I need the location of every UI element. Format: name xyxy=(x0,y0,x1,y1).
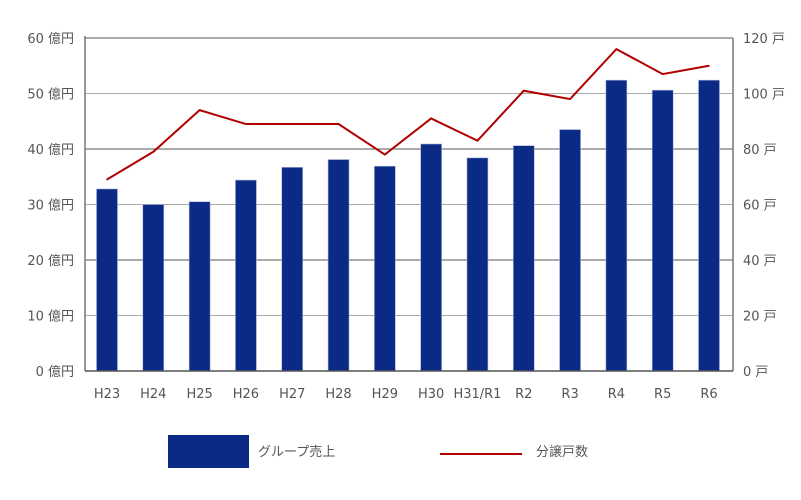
line-point-H29 xyxy=(384,153,386,156)
gridlines xyxy=(85,37,733,372)
right-tick-label: 100 戸 xyxy=(743,88,785,103)
line-point-R4 xyxy=(615,48,618,50)
bar-H23 xyxy=(96,188,118,372)
legend-line-label: 分譲戸数 xyxy=(536,444,588,460)
legend-bar-label: グループ売上 xyxy=(258,444,335,460)
bar-R5 xyxy=(651,89,674,372)
bar-H26 xyxy=(235,179,257,372)
line-point-H28 xyxy=(337,123,340,125)
line-point-H25 xyxy=(198,109,201,111)
left-tick-label: 40 億円 xyxy=(27,142,74,158)
x-tick-label: R6 xyxy=(700,387,717,402)
x-tick-label: R4 xyxy=(608,387,625,402)
bar-H27 xyxy=(281,167,304,372)
axes xyxy=(84,36,734,372)
x-tick-label: H28 xyxy=(325,387,351,402)
x-tick-label: H25 xyxy=(186,387,212,402)
line-point-H26 xyxy=(245,123,247,125)
line-series xyxy=(106,47,710,181)
line-point-R5 xyxy=(661,73,664,75)
left-tick-label: 0 億円 xyxy=(36,364,74,380)
bar-H24 xyxy=(142,204,165,372)
right-tick-label: 0 戸 xyxy=(743,365,768,380)
bar-H31/R1 xyxy=(466,157,489,372)
line-point-R2 xyxy=(522,89,525,92)
right-tick-label: 40 戸 xyxy=(743,254,777,269)
right-tick-label: 20 戸 xyxy=(743,310,777,325)
x-tick-label: H30 xyxy=(418,387,444,402)
right-tick-label: 80 戸 xyxy=(743,143,777,158)
bar-H28 xyxy=(327,159,350,372)
left-axis-labels: 0 億円 10 億円 20 億円 30 億円 40 億円 50 億円 60 億円 xyxy=(27,31,74,380)
line-point-H24 xyxy=(152,150,155,153)
bar-R4 xyxy=(605,79,628,372)
line-point-H31/R1 xyxy=(476,139,479,142)
right-axis-labels: 0 戸 20 戸 40 戸 60 戸 80 戸 100 戸 120 戸 xyxy=(743,32,785,380)
bar-R2 xyxy=(512,145,535,372)
bar-H30 xyxy=(420,143,442,372)
x-tick-label: H27 xyxy=(279,387,305,402)
x-tick-label: R3 xyxy=(561,387,578,402)
x-tick-label: R2 xyxy=(515,387,532,402)
legend-bar-swatch xyxy=(168,435,249,468)
right-tick-label: 120 戸 xyxy=(743,32,785,47)
bar-H25 xyxy=(188,201,211,372)
line-point-R6 xyxy=(708,64,710,67)
x-tick-label: H29 xyxy=(372,387,398,402)
left-tick-label: 20 億円 xyxy=(27,253,74,269)
x-tick-label: R5 xyxy=(654,387,671,402)
left-tick-label: 10 億円 xyxy=(27,309,74,325)
left-tick-label: 50 億円 xyxy=(27,87,74,103)
line-point-H30 xyxy=(430,117,432,120)
line-point-H23 xyxy=(106,178,108,181)
bar-R3 xyxy=(559,129,581,372)
x-tick-label: H23 xyxy=(94,387,120,402)
right-tick-label: 60 戸 xyxy=(743,199,777,214)
bar-series xyxy=(96,79,720,372)
x-tick-label: H26 xyxy=(233,387,259,402)
line-path xyxy=(106,47,710,181)
line-point-H27 xyxy=(291,123,294,125)
legend: グループ売上 分譲戸数 xyxy=(168,435,588,468)
line-point-R3 xyxy=(569,98,571,100)
bar-H29 xyxy=(374,165,396,372)
left-tick-label: 60 億円 xyxy=(27,31,74,47)
x-tick-label: H31/R1 xyxy=(453,387,501,402)
x-axis-labels: H23 H24 H25 H26 H27 H28 H29 H30 H31/R1 R2 R3 R4 R5 R6 xyxy=(94,387,718,402)
x-tick-label: H24 xyxy=(140,387,166,402)
left-tick-label: 30 億円 xyxy=(27,198,74,214)
bar-R6 xyxy=(698,79,720,372)
